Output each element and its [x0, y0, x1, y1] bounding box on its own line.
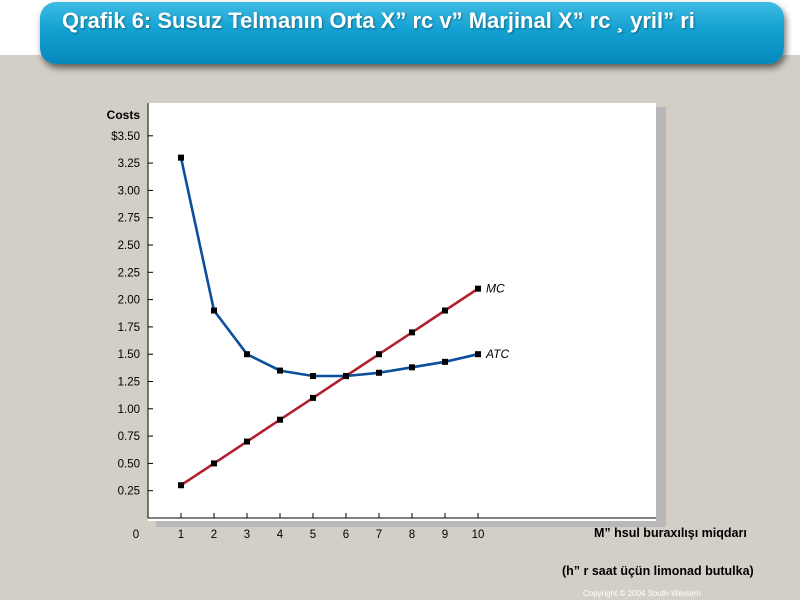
y-tick-label: 2.50 [118, 240, 140, 252]
mc-line [180, 287, 479, 487]
atc-line [179, 157, 479, 378]
x-tick-label: 10 [472, 529, 485, 541]
y-tick-label: 0.25 [118, 486, 140, 498]
series-layer [179, 157, 479, 487]
mc-point [310, 394, 316, 401]
atc-point [442, 358, 448, 365]
y-tick-label: 3.00 [118, 185, 140, 197]
page-title: Qrafik 6: Susuz Telmanın Orta X” rc v” M… [62, 8, 695, 33]
atc-point [409, 364, 415, 371]
y-tick-label: 1.75 [118, 322, 140, 334]
copyright-notice: Copyright © 2004 South-Western [583, 589, 701, 598]
mc-point [178, 482, 184, 489]
y-tick-label: 0.75 [118, 431, 140, 443]
atc-point [310, 373, 316, 380]
x-tick-label: 4 [277, 529, 284, 541]
mc-series-label: MC [486, 282, 505, 296]
x-tick-label: 7 [376, 529, 382, 541]
mc-point [442, 307, 448, 314]
atc-point [343, 373, 349, 380]
axes: 0.25 0.50 0.75 1.00 1.25 1.50 1.75 2.00 2.25 2.50… [107, 103, 656, 541]
mc-point [277, 416, 283, 423]
title-banner: Qrafik 6: Susuz Telmanın Orta X” rc v” M… [40, 2, 784, 64]
y-tick-label: 2.25 [118, 267, 140, 279]
mc-point [409, 329, 415, 336]
atc-point [475, 351, 481, 358]
marker-layer [178, 154, 481, 489]
atc-point [211, 307, 217, 314]
atc-point [376, 369, 382, 376]
x-tick-label: 9 [442, 529, 448, 541]
mc-point [376, 351, 382, 358]
y-tick-label: $3.50 [111, 131, 140, 143]
y-tick-label: 1.25 [118, 377, 140, 389]
mc-point [475, 285, 481, 292]
x-tick-label: 8 [409, 529, 415, 541]
atc-series-label: ATC [485, 347, 509, 361]
mc-point [244, 438, 250, 445]
x-tick-label: 3 [244, 529, 250, 541]
x-axis-note: (h” r saat üçün limonad butulka) [562, 564, 754, 578]
atc-point [178, 154, 184, 161]
y-tick-label: 1.50 [118, 349, 140, 361]
x-tick-label: 5 [310, 529, 316, 541]
x-tick-label: 2 [211, 529, 217, 541]
atc-point [244, 351, 250, 358]
mc-point [211, 460, 217, 467]
y-tick-label: 2.75 [118, 213, 140, 225]
x-axis-title: M” hsul buraxılışı miqdarı [594, 526, 747, 540]
y-tick-label: 0.50 [118, 458, 140, 470]
atc-point [277, 367, 283, 374]
label-layer: MC ATC [485, 282, 509, 362]
y-tick-label: 1.00 [118, 404, 140, 416]
y-tick-label: 3.25 [118, 158, 140, 170]
origin-label: 0 [133, 529, 139, 541]
x-tick-label: 6 [343, 529, 349, 541]
y-tick-label: 2.00 [118, 295, 140, 307]
y-axis-title: Costs [107, 108, 141, 122]
x-tick-label: 1 [178, 529, 184, 541]
